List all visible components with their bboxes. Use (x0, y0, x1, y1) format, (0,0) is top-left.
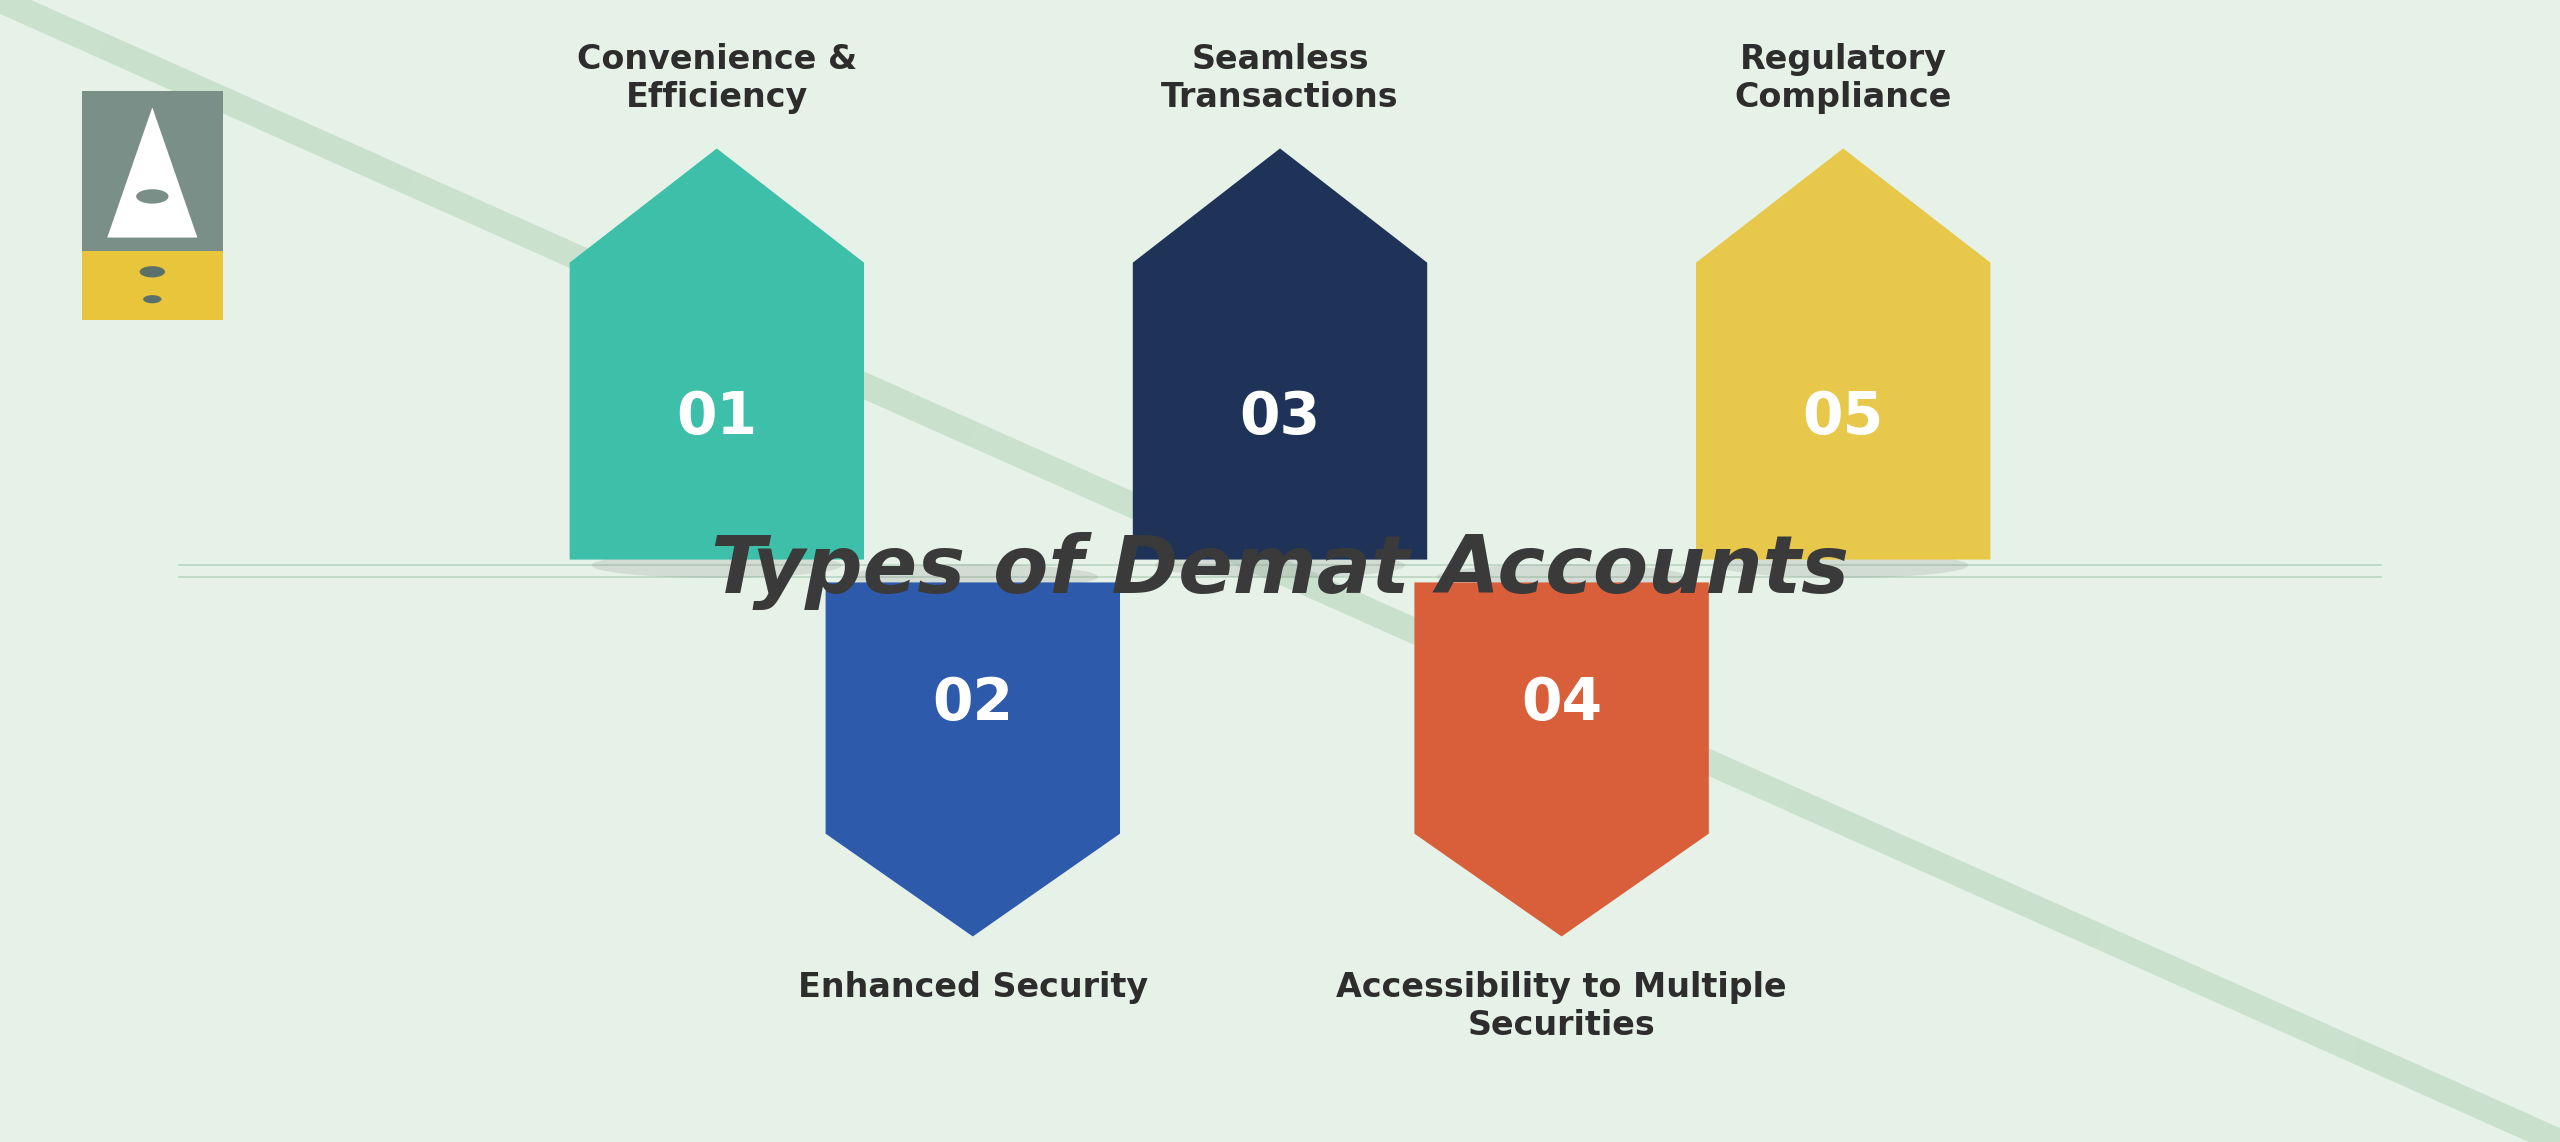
Text: 04: 04 (1521, 675, 1603, 732)
Text: Types of Demat Accounts: Types of Demat Accounts (712, 532, 1848, 610)
Polygon shape (1416, 582, 1710, 936)
Circle shape (143, 295, 161, 304)
FancyBboxPatch shape (82, 91, 223, 251)
Text: 03: 03 (1239, 388, 1321, 445)
Text: Accessibility to Multiple
Securities: Accessibility to Multiple Securities (1336, 971, 1787, 1042)
Circle shape (136, 190, 169, 203)
Polygon shape (108, 107, 197, 238)
Text: Regulatory
Compliance: Regulatory Compliance (1736, 43, 1951, 114)
FancyBboxPatch shape (82, 251, 223, 320)
Ellipse shape (591, 553, 842, 578)
Ellipse shape (847, 564, 1098, 589)
Text: 05: 05 (1802, 388, 1884, 445)
Circle shape (141, 266, 164, 278)
Polygon shape (571, 148, 865, 560)
Ellipse shape (1155, 553, 1405, 578)
Text: Convenience &
Efficiency: Convenience & Efficiency (576, 43, 858, 114)
Text: Enhanced Security: Enhanced Security (799, 971, 1147, 1004)
Text: 02: 02 (932, 675, 1014, 732)
Text: 01: 01 (676, 388, 758, 445)
Ellipse shape (1718, 553, 1969, 578)
Polygon shape (1697, 148, 1992, 560)
Polygon shape (1132, 148, 1428, 560)
Ellipse shape (1436, 564, 1687, 589)
Polygon shape (824, 582, 1121, 936)
Text: Seamless
Transactions: Seamless Transactions (1162, 43, 1398, 114)
